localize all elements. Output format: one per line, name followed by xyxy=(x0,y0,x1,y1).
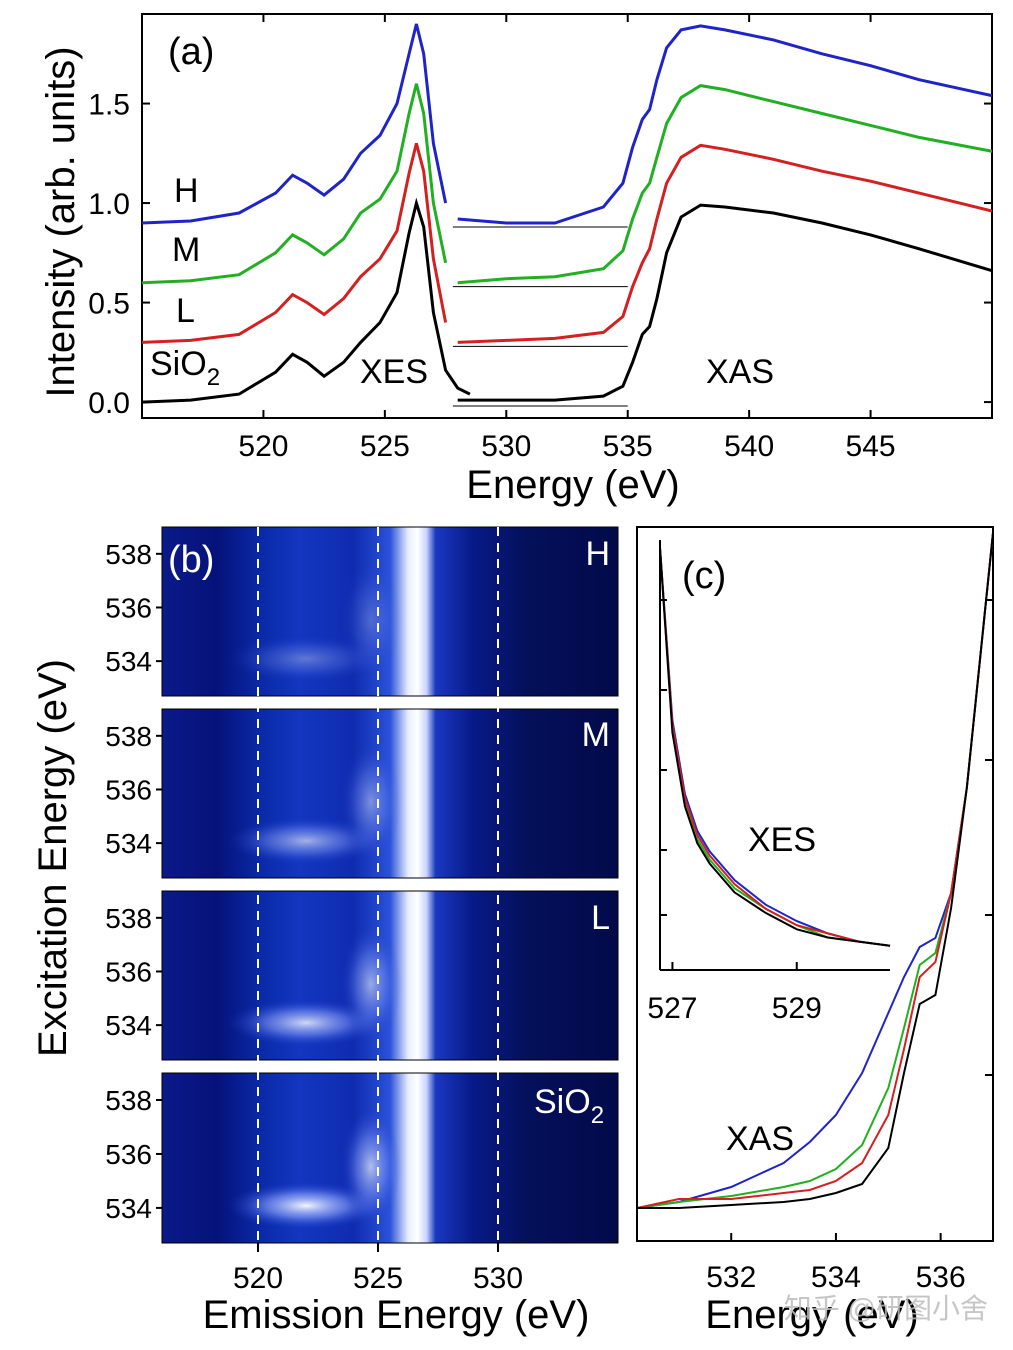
c-curve-l xyxy=(637,532,993,1209)
curve-label-sio2-sub: 2 xyxy=(207,364,220,391)
map-l-frame xyxy=(161,890,619,1061)
b-y-tick-label-1-538: 538 xyxy=(105,721,152,752)
map-m-shoulder xyxy=(340,742,401,862)
x-tick-label-520: 520 xyxy=(238,430,288,463)
xas-curve-h xyxy=(457,24,992,225)
panel-b-xlabel: Emission Energy (eV) xyxy=(203,1293,590,1337)
xas-annotation: XAS xyxy=(706,353,774,391)
inset-x-tick-label-529: 529 xyxy=(772,992,822,1025)
xas-curve-l xyxy=(457,143,992,344)
curve-label-h: H xyxy=(174,172,199,210)
b-y-tick-label-0-538: 538 xyxy=(105,539,152,570)
panel-c-label: (c) xyxy=(682,555,726,597)
inset-curve-l xyxy=(659,547,891,947)
panel-c-xas-annotation: XAS xyxy=(726,1120,794,1158)
xes-curve-sio2 xyxy=(142,197,471,404)
watermark: 知乎 @研图小舍 xyxy=(784,1293,988,1324)
panel-c-frame xyxy=(636,526,994,1242)
map-m-frame xyxy=(161,708,619,879)
b-y-tick-label-2-534: 534 xyxy=(105,1010,152,1041)
panel-c: 532 534 536 527 529 (c) XES XAS Energy (eV) xyxy=(636,526,994,1337)
map-label-sio2-sub: 2 xyxy=(591,1102,604,1129)
b-y-tick-label-1-534: 534 xyxy=(105,828,152,859)
b-y-tick-label-3-538: 538 xyxy=(105,1085,152,1116)
c-curve-sio2 xyxy=(637,532,993,1209)
b-y-tick-label-0-536: 536 xyxy=(105,592,152,623)
panel-b: 520 525 530 538 536 534 538 536 534 538 536 534 538 5… xyxy=(31,526,619,1337)
panel-b-guide-lines xyxy=(257,527,499,1243)
panel-c-curves xyxy=(637,532,993,1209)
c-curve-m xyxy=(637,532,993,1209)
panel-a-frame xyxy=(141,13,993,419)
map-label-m: M xyxy=(582,716,610,754)
panel-a-curves xyxy=(142,23,992,407)
x-tick-label-545: 545 xyxy=(846,430,896,463)
c-x-tick-label-536: 536 xyxy=(916,1261,966,1294)
inset-x-tick-label-527: 527 xyxy=(647,992,697,1025)
inset-curve-m xyxy=(659,547,891,947)
map-sio2-frame xyxy=(161,1072,619,1244)
map-label-h: H xyxy=(585,535,610,573)
inset-curve-h xyxy=(659,547,891,947)
panel-b-ticks: 520 525 530 538 536 534 538 536 534 538 536 534 538 5… xyxy=(105,539,523,1295)
y-tick-label-1.5: 1.5 xyxy=(88,89,130,122)
panel-a-ylabel: Intensity (arb. units) xyxy=(39,46,83,397)
b-y-tick-label-2-538: 538 xyxy=(105,903,152,934)
b-y-tick-label-3-534: 534 xyxy=(105,1193,152,1224)
curve-label-l: L xyxy=(176,292,195,330)
b-y-tick-label-0-534: 534 xyxy=(105,646,152,677)
xes-curve-l xyxy=(142,143,448,344)
map-label-sio2: SiO2 xyxy=(534,1083,604,1129)
panel-c-xlabel: Energy (eV) xyxy=(705,1293,918,1337)
map-h-shoulder xyxy=(340,560,401,680)
inset-xes-annotation: XES xyxy=(748,821,816,859)
panel-a: 520 525 530 535 540 545 0.0 0.5 1.0 1.5 (a) XES X… xyxy=(39,13,993,507)
y-tick-label-0.5: 0.5 xyxy=(88,288,130,321)
xes-annotation: XES xyxy=(360,353,428,391)
panel-c-ticks: 532 534 536 xyxy=(706,599,993,1294)
xas-curve-m xyxy=(457,84,992,285)
panel-b-ylabel: Excitation Energy (eV) xyxy=(31,659,75,1057)
map-label-l: L xyxy=(591,899,610,937)
xas-curve-sio2 xyxy=(457,203,992,402)
panel-a-ticks: 520 525 530 535 540 545 0.0 0.5 1.0 1.5 xyxy=(88,14,992,463)
map-label-sio2-main: SiO xyxy=(534,1083,591,1121)
c-x-tick-label-534: 534 xyxy=(811,1261,861,1294)
curve-label-sio2: SiO2 xyxy=(150,345,220,391)
b-y-tick-label-3-536: 536 xyxy=(105,1139,152,1170)
panel-b-maps xyxy=(161,526,619,1244)
inset-curve-sio2 xyxy=(659,547,891,947)
panel-a-label: (a) xyxy=(168,31,214,73)
c-curve-h xyxy=(637,532,993,1209)
curve-label-sio2-main: SiO xyxy=(150,345,207,383)
b-x-tick-label-520: 520 xyxy=(233,1262,283,1295)
map-sio2-shoulder xyxy=(340,1107,401,1226)
y-tick-label-0.0: 0.0 xyxy=(88,387,130,420)
b-x-tick-label-525: 525 xyxy=(353,1262,403,1295)
panel-b-label: (b) xyxy=(168,539,214,581)
xes-curve-m xyxy=(142,83,448,285)
x-tick-label-535: 535 xyxy=(603,430,653,463)
panel-a-xlabel: Energy (eV) xyxy=(466,463,679,507)
panel-c-inset: 527 529 xyxy=(647,540,891,1025)
b-y-tick-label-2-536: 536 xyxy=(105,956,152,987)
b-y-tick-label-1-536: 536 xyxy=(105,774,152,805)
map-l-shoulder xyxy=(340,924,401,1044)
x-tick-label-530: 530 xyxy=(481,430,531,463)
xes-curve-h xyxy=(142,23,448,225)
y-tick-label-1.0: 1.0 xyxy=(88,188,130,221)
c-x-tick-label-532: 532 xyxy=(706,1261,756,1294)
x-tick-label-540: 540 xyxy=(724,430,774,463)
b-x-tick-label-530: 530 xyxy=(473,1262,523,1295)
x-tick-label-525: 525 xyxy=(360,430,410,463)
map-h-frame xyxy=(161,526,619,697)
curve-label-m: M xyxy=(172,231,200,269)
